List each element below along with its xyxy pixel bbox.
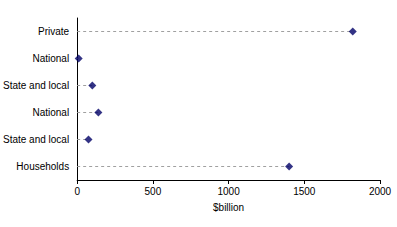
- svg-text:Private: Private: [38, 26, 70, 37]
- svg-text:National: National: [32, 107, 69, 118]
- svg-text:State and local: State and local: [3, 80, 69, 91]
- svg-text:State and local: State and local: [3, 134, 69, 145]
- svg-text:1500: 1500: [293, 186, 316, 197]
- svg-text:National: National: [32, 53, 69, 64]
- svg-text:1000: 1000: [217, 186, 240, 197]
- svg-text:$billion: $billion: [213, 202, 244, 213]
- svg-text:Households: Households: [16, 161, 69, 172]
- svg-text:2000: 2000: [369, 186, 392, 197]
- svg-text:500: 500: [145, 186, 162, 197]
- svg-text:0: 0: [74, 186, 80, 197]
